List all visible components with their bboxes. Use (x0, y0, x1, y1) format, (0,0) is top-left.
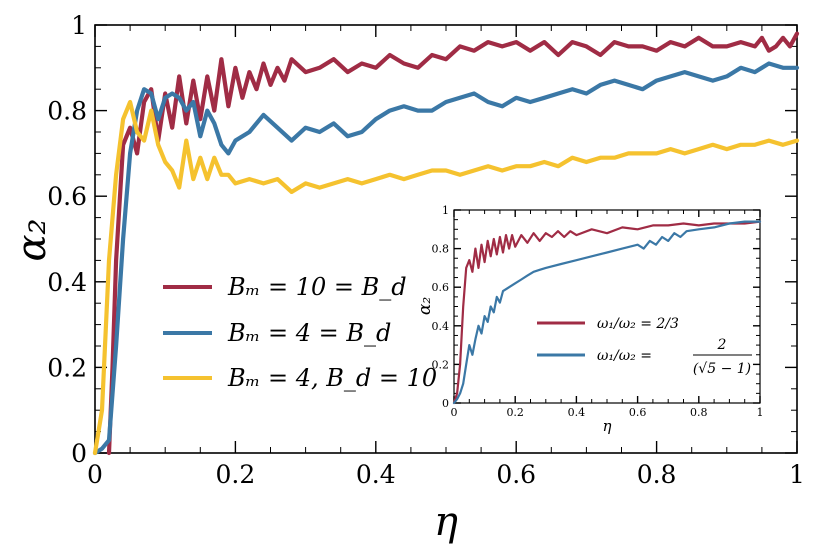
inset-x-tick-label: 0.4 (568, 406, 586, 419)
inset-xlabel: η (603, 417, 612, 435)
main-y-tick-label: 0.6 (47, 182, 87, 211)
inset-x-tick-label: 0.8 (690, 406, 708, 419)
inset-legend-label-golden-prefix: ω₁/ω₂ = (597, 348, 652, 364)
main-series-line-2 (92, 99, 800, 456)
inset-legend-label-ratio-2-3: ω₁/ω₂ = 2/3 (597, 316, 679, 332)
inset-x-tick-label: 0.2 (506, 406, 524, 419)
main-y-tick-label: 0.2 (47, 353, 87, 382)
inset-legend-label-golden-denominator: (√5 − 1) (693, 361, 751, 377)
inset-y-tick-label: 0.4 (432, 320, 450, 333)
main-ticks: 0 0.2 0.4 0.6 0.8 1 0 0.2 0.4 0.6 0.8 1 (47, 11, 805, 489)
inset-y-tick-label: 0.8 (432, 243, 450, 256)
inset-y-tick-label: 0.6 (432, 281, 450, 294)
inset-y-tick-label: 1 (442, 204, 449, 217)
main-ylabel: α₂ (9, 218, 55, 261)
main-series-line-1 (92, 61, 800, 456)
inset-series (452, 220, 762, 405)
legend-label-bm4: Bₘ = 4 = B_d (227, 319, 391, 347)
main-series (92, 31, 800, 456)
main-series-line-0 (106, 31, 800, 456)
main-x-tick-label: 0 (87, 460, 103, 489)
inset-legend: ω₁/ω₂ = 2/3 ω₁/ω₂ = 2 (√5 − 1) (537, 316, 752, 377)
main-xlabel: η (434, 499, 458, 545)
inset-y-tick-label: 0 (442, 397, 449, 410)
main-y-tick-label: 0.4 (47, 268, 87, 297)
main-x-tick-label: 1 (789, 460, 805, 489)
inset-x-tick-label: 1 (757, 406, 764, 419)
legend-label-bm4-bd10: Bₘ = 4, B_d = 10 (227, 364, 437, 392)
main-x-tick-label: 0.8 (637, 460, 677, 489)
main-y-tick-label: 1 (71, 11, 87, 40)
inset-x-tick-label: 0 (451, 406, 458, 419)
inset-y-tick-label: 0.2 (432, 358, 450, 371)
main-y-tick-label: 0 (71, 439, 87, 468)
inset-ylabel: α₂ (415, 297, 435, 315)
legend-label-bm10: Bₘ = 10 = B_d (227, 273, 407, 301)
main-x-tick-label: 0.6 (496, 460, 536, 489)
inset-legend-label-golden-numerator: 2 (717, 337, 727, 353)
main-legend: Bₘ = 10 = B_d Bₘ = 4 = B_d Bₘ = 4, B_d =… (163, 273, 437, 392)
inset-series-line-0 (452, 220, 762, 405)
main-x-tick-label: 0.2 (216, 460, 256, 489)
inset-series-line-1 (452, 220, 762, 405)
inset-ticks: 0 0.2 0.4 0.6 0.8 1 0 0.2 0.4 0.6 0.8 1 (432, 204, 764, 419)
main-y-tick-label: 0.8 (47, 97, 87, 126)
main-x-tick-label: 0.4 (356, 460, 396, 489)
inset-x-tick-label: 0.6 (629, 406, 647, 419)
